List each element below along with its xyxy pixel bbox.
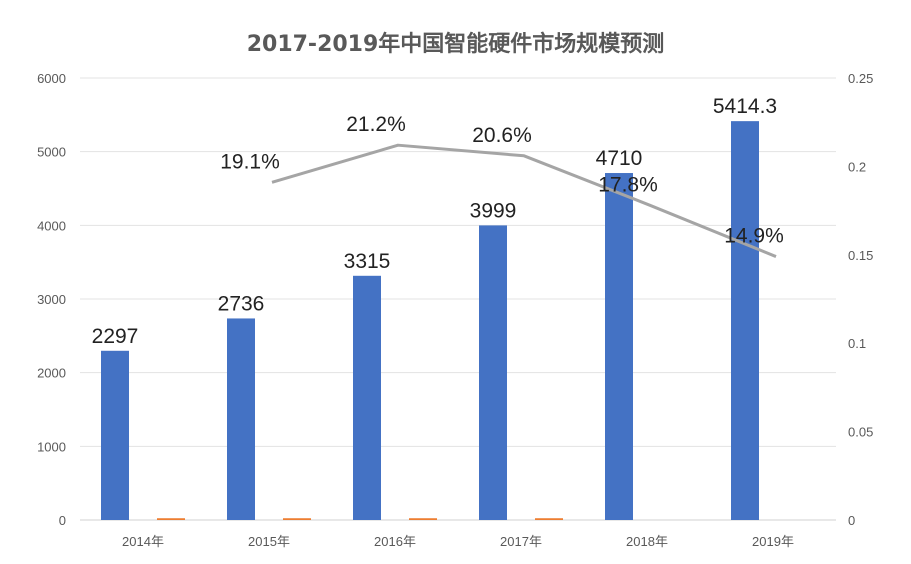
bar-data-label: 3315 — [344, 250, 391, 273]
x-tick-label: 2019年 — [752, 534, 794, 549]
bar-secondary — [535, 518, 563, 520]
bar-data-label: 4710 — [596, 147, 643, 170]
bar-primary — [479, 225, 507, 521]
bar-primary — [353, 275, 381, 520]
y-right-tick-label: 0.15 — [848, 248, 873, 263]
bar-primary — [731, 121, 759, 520]
line-data-label: 19.1% — [220, 150, 280, 173]
bar-primary — [227, 318, 255, 520]
y-left-tick-label: 5000 — [37, 145, 66, 160]
y-left-tick-label: 6000 — [37, 71, 66, 86]
x-tick-label: 2017年 — [500, 534, 542, 549]
y-right-tick-label: 0.25 — [848, 71, 873, 86]
bar-data-label: 3999 — [470, 199, 517, 222]
y-left-tick-label: 1000 — [37, 439, 66, 454]
bar-primary — [605, 173, 633, 520]
x-tick-label: 2016年 — [374, 534, 416, 549]
x-tick-label: 2018年 — [626, 534, 668, 549]
y-right-tick-label: 0.05 — [848, 425, 873, 440]
y-right-tick-label: 0 — [848, 513, 855, 528]
y-left-tick-label: 0 — [59, 513, 66, 528]
line-data-label: 20.6% — [472, 124, 532, 147]
y-left-tick-label: 2000 — [37, 366, 66, 381]
x-tick-label: 2015年 — [248, 534, 290, 549]
bar-secondary — [409, 518, 437, 520]
line-data-label: 21.2% — [346, 113, 406, 136]
x-tick-label: 2014年 — [122, 534, 164, 549]
line-data-label: 17.8% — [598, 173, 658, 196]
bar-secondary — [283, 518, 311, 520]
y-right-tick-label: 0.1 — [848, 336, 866, 351]
bar-data-label: 5414.3 — [713, 95, 777, 118]
bar-secondary — [157, 518, 185, 520]
y-left-tick-label: 3000 — [37, 292, 66, 307]
line-data-label: 14.9% — [724, 225, 784, 248]
bar-data-label: 2736 — [218, 292, 265, 315]
bar-primary — [101, 350, 129, 520]
chart-title: 2017-2019年中国智能硬件市场规模预测 — [246, 32, 665, 57]
y-right-tick-label: 0.2 — [848, 159, 866, 174]
bar-data-label: 2297 — [92, 325, 139, 348]
y-left-tick-label: 4000 — [37, 218, 66, 233]
line-series — [271, 143, 777, 258]
